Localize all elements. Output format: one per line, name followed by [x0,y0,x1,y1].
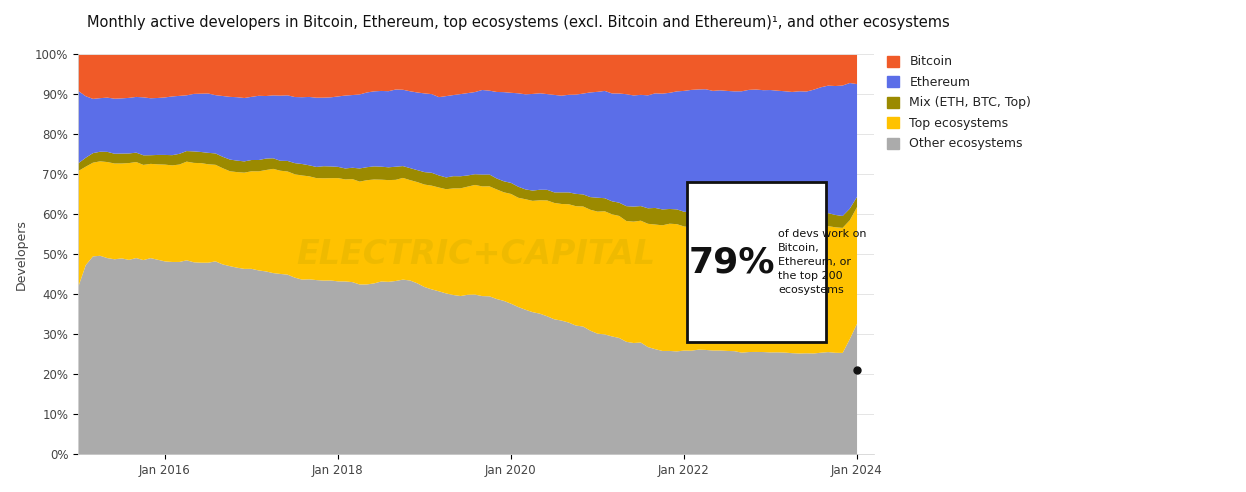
FancyBboxPatch shape [687,183,826,342]
Y-axis label: Developers: Developers [15,219,27,290]
Text: Monthly active developers in Bitcoin, Ethereum, top ecosystems (excl. Bitcoin an: Monthly active developers in Bitcoin, Et… [87,15,949,30]
Text: ELECTRIC+CAPITAL: ELECTRIC+CAPITAL [297,238,655,271]
Text: of devs work on
Bitcoin,
Ethereum, or
the top 200
ecosystems: of devs work on Bitcoin, Ethereum, or th… [779,229,867,295]
Legend: Bitcoin, Ethereum, Mix (ETH, BTC, Top), Top ecosystems, Other ecosystems: Bitcoin, Ethereum, Mix (ETH, BTC, Top), … [882,51,1037,155]
Text: 79%: 79% [689,246,775,279]
